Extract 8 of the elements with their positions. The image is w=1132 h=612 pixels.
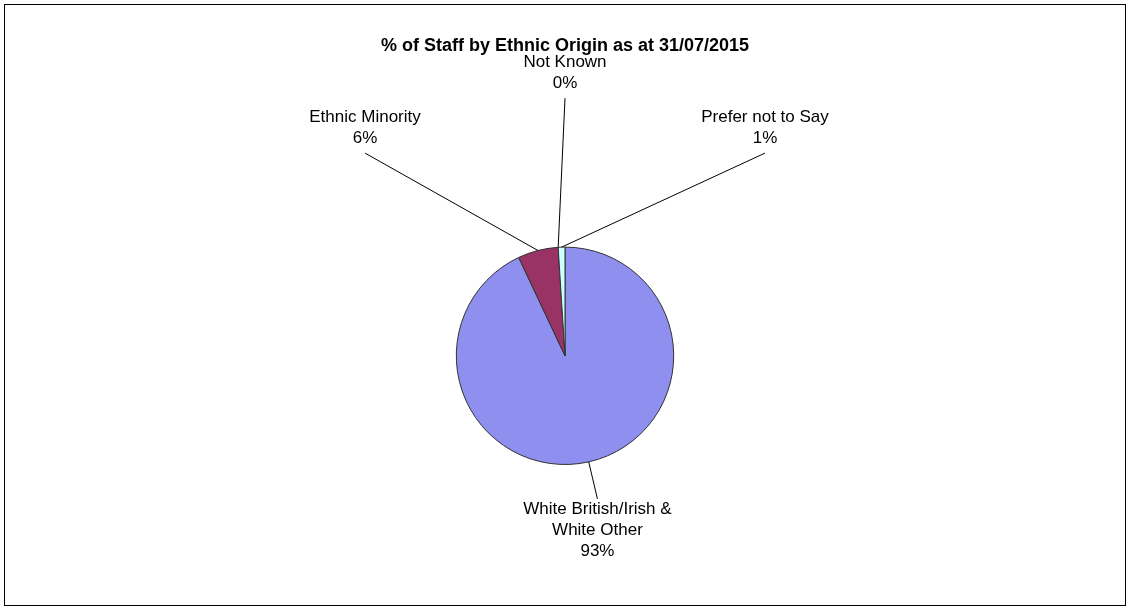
- chart-title: % of Staff by Ethnic Origin as at 31/07/2015: [380, 34, 750, 55]
- slice-label: Ethnic Minority: [309, 107, 422, 127]
- text: 0%: [552, 73, 578, 93]
- data-label: 93%: [580, 541, 615, 561]
- slice-label: White British/Irish & White Other: [523, 499, 673, 540]
- slice-label: Prefer not to Say: [701, 107, 830, 127]
- data-label: 6%: [352, 128, 378, 148]
- data-label: 1%: [752, 128, 778, 148]
